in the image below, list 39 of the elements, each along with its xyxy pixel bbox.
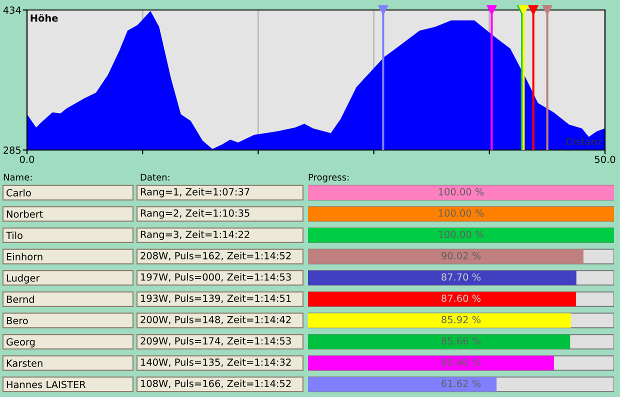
- chart-title: Höhe: [30, 14, 58, 22]
- data-label: 85.92 %: [442, 316, 481, 324]
- text: Rang=2, Zeit=1:10:35: [140, 209, 250, 219]
- x-tick-label: 50.0: [594, 156, 616, 164]
- x-tick-label: 0.0: [20, 156, 34, 164]
- y-axis-title: Name:: [4, 174, 32, 181]
- text: 108W, Puls=166, Zeit=1:14:52: [141, 380, 291, 388]
- y-tick-label: Ludger: [6, 274, 40, 284]
- y-tick-label: Georg: [6, 338, 35, 348]
- y-tick-label: Einhorn: [6, 252, 42, 260]
- x-axis-title: Distanz: [566, 138, 602, 146]
- y-tick-label: Hannes LAISTER: [6, 380, 86, 388]
- text: Daten:: [140, 174, 170, 181]
- text: 209W, Puls=174, Zeit=1:14:53: [140, 337, 291, 346]
- data-label: 100.00 %: [438, 230, 484, 238]
- y-tick-label: Bernd: [6, 295, 34, 303]
- data-label: 87.70 %: [442, 273, 481, 281]
- text: 193W, Puls=139, Zeit=1:14:51: [141, 294, 291, 303]
- chart-title: Progress:: [308, 174, 349, 182]
- y-tick-label: Carlo: [6, 188, 31, 196]
- data-label: 80.40 %: [442, 358, 481, 366]
- y-tick-label: Karsten: [6, 360, 42, 367]
- text: Rang=1, Zeit=1:07:37: [140, 188, 250, 198]
- y-tick-label: 434: [3, 6, 21, 14]
- data-label: 85.66 %: [442, 337, 481, 345]
- y-tick-label: Tilo: [6, 232, 22, 240]
- y-tick-label: 285: [4, 146, 21, 154]
- data-label: 90.02 %: [442, 252, 481, 260]
- text: Rang=3, Zeit=1:14:22: [140, 230, 250, 240]
- text: 208W, Puls=162, Zeit=1:14:52: [140, 252, 291, 260]
- data-label: 100.00 %: [438, 188, 484, 196]
- data-label: 87.60 %: [442, 294, 481, 302]
- data-label: 100.00 %: [438, 209, 484, 217]
- y-tick-label: Bero: [6, 317, 28, 324]
- text: 200W, Puls=148, Zeit=1:14:42: [140, 316, 291, 324]
- y-tick-label: Norbert: [6, 210, 43, 218]
- text: 197W, Puls=000, Zeit=1:14:53: [141, 273, 291, 282]
- text: 140W, Puls=135, Zeit=1:14:32: [141, 358, 291, 367]
- data-label: 61.62 %: [442, 380, 481, 388]
